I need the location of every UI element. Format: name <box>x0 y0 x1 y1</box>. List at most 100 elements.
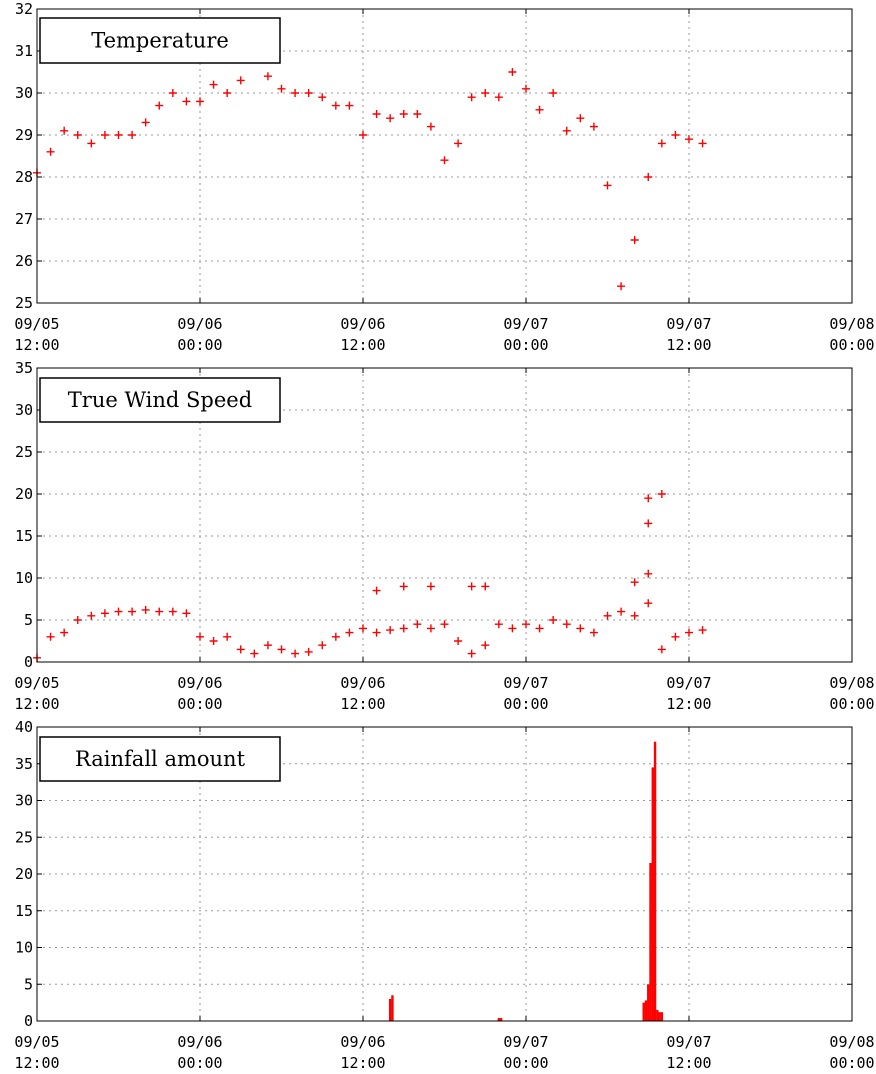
data-point <box>617 282 626 291</box>
data-point <box>359 624 367 633</box>
data-point <box>73 616 82 624</box>
x-tick-time: 00:00 <box>177 695 222 713</box>
data-point <box>141 605 150 614</box>
y-tick-label: 27 <box>15 210 33 228</box>
y-tick-label: 35 <box>15 359 33 377</box>
data-point <box>454 139 463 148</box>
x-tick-time: 12:00 <box>340 1054 385 1072</box>
y-tick-label: 20 <box>15 865 33 883</box>
data-point <box>263 641 272 650</box>
rain-bar <box>644 1000 648 1021</box>
data-point <box>426 624 435 633</box>
data-point <box>318 93 327 102</box>
data-point <box>413 620 422 629</box>
x-tick-time: 00:00 <box>177 336 222 354</box>
data-point <box>535 105 544 114</box>
y-tick-label: 15 <box>15 902 33 920</box>
data-point <box>372 628 381 637</box>
data-point <box>60 628 69 637</box>
data-point <box>87 611 96 620</box>
data-point <box>508 68 517 76</box>
data-point <box>386 626 395 635</box>
x-tick-date: 09/06 <box>177 1033 222 1051</box>
data-point <box>291 649 300 658</box>
data-point <box>196 97 204 106</box>
data-point <box>331 632 340 641</box>
data-point <box>155 607 164 616</box>
data-point <box>182 609 191 618</box>
data-point <box>277 645 286 654</box>
data-point <box>128 131 137 139</box>
data-point <box>576 114 585 123</box>
x-tick-date: 09/06 <box>340 1033 385 1051</box>
x-tick-time: 12:00 <box>666 695 711 713</box>
data-point <box>644 173 653 181</box>
chart-title: Temperature <box>91 29 229 53</box>
data-point <box>467 582 476 591</box>
data-point <box>182 97 191 106</box>
y-tick-label: 30 <box>15 792 33 810</box>
data-point <box>549 616 558 624</box>
data-point <box>250 649 259 658</box>
x-tick-date: 09/07 <box>503 674 548 692</box>
rain-bar <box>647 984 650 1021</box>
chart-title-box <box>39 377 281 423</box>
rain-bar <box>660 1012 664 1021</box>
y-tick-label: 25 <box>15 828 33 846</box>
x-tick-date: 09/06 <box>177 315 222 333</box>
x-tick-time: 00:00 <box>829 1054 874 1072</box>
data-point <box>467 93 476 102</box>
data-point <box>236 76 245 85</box>
data-point <box>209 637 218 645</box>
y-tick-label: 5 <box>24 611 33 629</box>
data-point <box>236 645 245 654</box>
x-tick-time: 12:00 <box>340 336 385 354</box>
data-point <box>630 611 639 620</box>
data-point <box>630 578 639 587</box>
data-point <box>114 131 123 139</box>
x-tick-date: 09/07 <box>666 1033 711 1051</box>
data-point <box>168 607 177 616</box>
data-point <box>644 569 653 578</box>
y-tick-label: 35 <box>15 755 33 773</box>
x-tick-time: 12:00 <box>666 336 711 354</box>
data-point <box>494 620 503 629</box>
data-point <box>589 628 598 637</box>
y-tick-label: 15 <box>15 527 33 545</box>
x-tick-date: 09/06 <box>340 674 385 692</box>
rain-bar <box>388 998 392 1021</box>
data-point <box>589 122 598 131</box>
data-point <box>630 236 639 244</box>
x-tick-time: 00:00 <box>829 695 874 713</box>
data-point <box>644 519 653 528</box>
rain-bar <box>642 1002 645 1021</box>
data-point <box>100 609 109 618</box>
rain-bar <box>656 1009 659 1021</box>
y-tick-label: 30 <box>15 401 33 419</box>
data-point <box>698 626 707 635</box>
data-point <box>454 637 463 645</box>
data-point <box>155 101 164 110</box>
y-tick-label: 10 <box>15 939 33 957</box>
data-point <box>685 135 693 144</box>
chart-panel-3: 0 5 10 15 20 25 30 35 40 09/05 12:00 09/06 00:00 09/0… <box>14 718 874 1072</box>
plot-frame <box>36 8 853 304</box>
data-point <box>372 110 381 118</box>
data-point <box>87 139 96 148</box>
data-point <box>399 582 408 591</box>
data-point <box>440 156 449 165</box>
data-point <box>223 632 232 641</box>
data-point <box>263 72 272 81</box>
x-tick-time: 12:00 <box>14 336 59 354</box>
data-point <box>522 620 530 629</box>
data-point <box>467 649 476 658</box>
data-point <box>223 89 232 97</box>
data-point <box>603 611 612 620</box>
chart-title-box <box>39 736 281 782</box>
data-point <box>481 582 490 591</box>
x-tick-date: 09/07 <box>503 1033 548 1051</box>
y-tick-label: 26 <box>15 252 33 270</box>
data-point <box>196 632 204 641</box>
y-tick-label: 10 <box>15 569 33 587</box>
data-point <box>603 181 612 190</box>
